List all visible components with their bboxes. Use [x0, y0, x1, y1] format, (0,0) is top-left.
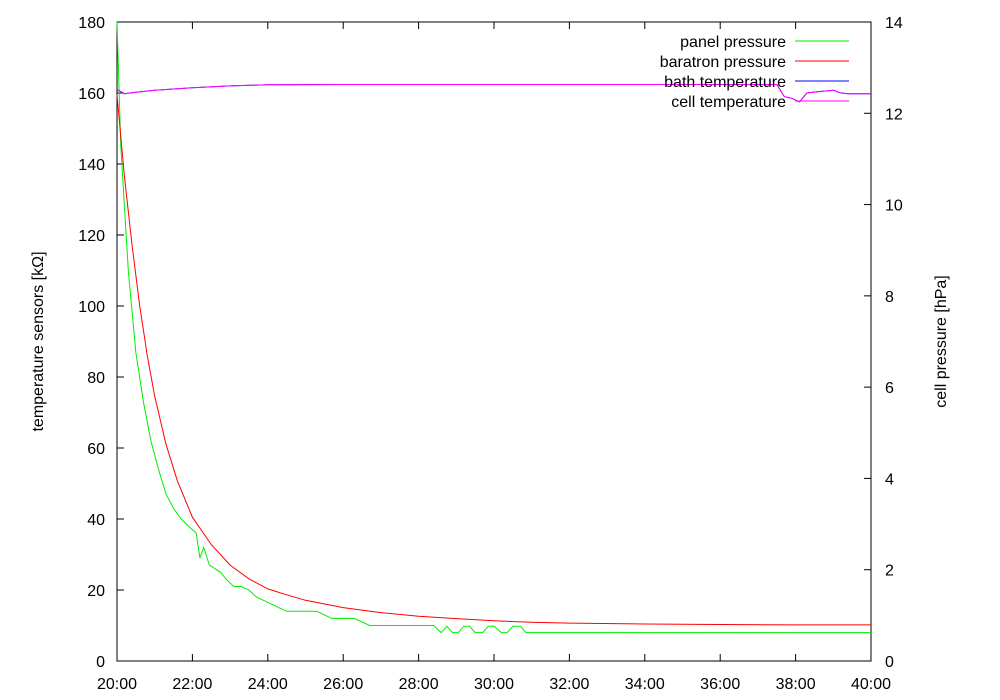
y2-tick-label: 0: [885, 654, 894, 671]
x-tick-label: 24:00: [248, 676, 288, 693]
y-axis-title: temperature sensors [kΩ]: [30, 251, 47, 431]
series-line-cell-temperature: [116, 84, 871, 103]
y2-axis-title: cell pressure [hPa]: [933, 275, 950, 408]
y-tick-label: 100: [78, 299, 105, 316]
y2-tick-label: 4: [885, 471, 894, 488]
x-tick-label: 34:00: [625, 676, 665, 693]
y2-tick-label: 12: [885, 106, 903, 123]
x-tick-label: 40:00: [851, 676, 891, 693]
y-tick-label: 120: [78, 228, 105, 245]
y-tick-label: 40: [87, 512, 105, 529]
y-tick-label: 20: [87, 583, 105, 600]
x-tick-label: 32:00: [549, 676, 589, 693]
y-tick-label: 60: [87, 441, 105, 458]
legend-label: cell temperature: [671, 94, 786, 111]
series-layer: [116, 21, 871, 634]
series-line-baratron-pressure: [116, 94, 871, 626]
x-tick-label: 20:00: [97, 676, 137, 693]
y2-tick-label: 10: [885, 198, 903, 215]
y2-tick-label: 14: [885, 15, 903, 32]
y-tick-label: 140: [78, 157, 105, 174]
legend-label: panel pressure: [680, 34, 786, 51]
y2-tick-label: 2: [885, 563, 894, 580]
x-tick-label: 38:00: [776, 676, 816, 693]
y2-tick-label: 6: [885, 380, 894, 397]
legend-label: baratron pressure: [660, 54, 786, 71]
legend-label: bath temperature: [664, 74, 786, 91]
x-tick-label: 26:00: [323, 676, 363, 693]
x-tick-label: 36:00: [700, 676, 740, 693]
y-tick-label: 180: [78, 15, 105, 32]
y2-tick-label: 8: [885, 289, 894, 306]
y-tick-label: 160: [78, 86, 105, 103]
x-tick-label: 22:00: [172, 676, 212, 693]
series-line-panel-pressure: [116, 21, 871, 634]
x-tick-label: 30:00: [474, 676, 514, 693]
axis-ticks: 20:00 22:00 24:00 26:00 28:00 30:00 32:00 34:00…: [78, 15, 903, 693]
y-tick-label: 0: [96, 654, 105, 671]
x-tick-label: 28:00: [399, 676, 439, 693]
legend: panel pressure baratron pressure bath temp…: [660, 34, 849, 111]
y-tick-label: 80: [87, 370, 105, 387]
